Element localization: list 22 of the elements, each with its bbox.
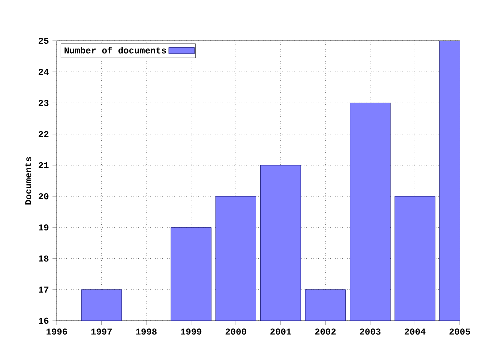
- x-tick-label: 2002: [315, 328, 336, 335]
- x-tick-label: 2001: [270, 328, 292, 335]
- y-tick-label: 17: [39, 286, 49, 293]
- x-tick-label: 2000: [226, 328, 246, 335]
- y-tick-label: 25: [38, 38, 49, 44]
- y-tick-label: 24: [38, 69, 49, 76]
- x-tick-label: 1997: [92, 328, 112, 335]
- x-tick-label: 1998: [136, 328, 157, 335]
- x-tick-label: 2003: [360, 328, 381, 335]
- x-tick-label: 1999: [181, 328, 202, 335]
- y-tick-label: 16: [39, 318, 49, 324]
- y-tick-label: 22: [38, 131, 49, 138]
- y-tick-label: 18: [39, 256, 49, 262]
- y-axis-title: Documents: [25, 157, 32, 205]
- x-tick-label: 2005: [450, 328, 470, 335]
- y-tick-label: 20: [38, 193, 49, 200]
- x-tick-label: 2004: [404, 328, 426, 335]
- y-tick-label: 23: [38, 100, 49, 106]
- legend-label: Number of documents: [64, 47, 166, 54]
- x-tick-label: 1996: [46, 328, 68, 335]
- y-tick-label: 19: [39, 224, 49, 231]
- y-tick-label: 21: [38, 162, 49, 168]
